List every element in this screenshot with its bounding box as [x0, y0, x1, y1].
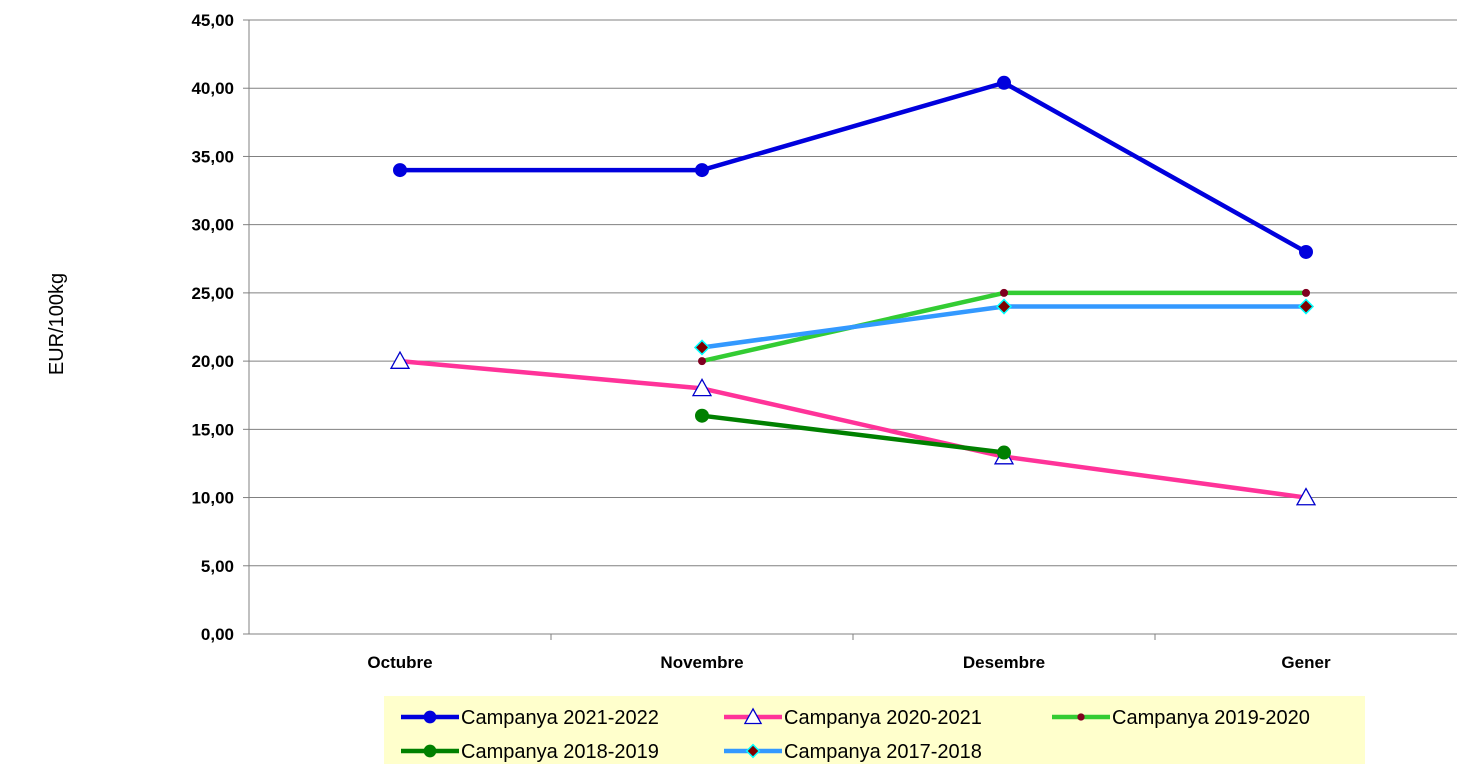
- x-tick-label: Gener: [1281, 653, 1331, 672]
- data-point: [1000, 288, 1008, 297]
- data-point: [389, 350, 411, 369]
- data-point: [743, 707, 763, 725]
- y-tick-label: 30,00: [191, 216, 234, 235]
- y-tick-label: 45,00: [191, 11, 234, 30]
- x-tick-label: Novembre: [660, 653, 743, 672]
- x-tick-label: Octubre: [367, 653, 432, 672]
- x-tick-label: Desembre: [963, 653, 1045, 672]
- data-point: [695, 408, 709, 423]
- legend-label: Campanya 2019-2020: [1112, 707, 1310, 729]
- legend: Campanya 2021-2022 Campanya 2020-2021 Camp…: [384, 696, 1365, 764]
- data-point: [997, 75, 1011, 90]
- y-tick-label: 20,00: [191, 352, 234, 371]
- y-axis-title: EUR/100kg: [46, 273, 68, 375]
- data-point: [691, 378, 713, 397]
- series-lines: [399, 80, 1308, 500]
- y-tick-labels: 0,00 5,00 10,00 15,00 20,00 25,00 30,00 35,00 40…: [191, 11, 234, 644]
- data-point: [423, 710, 437, 724]
- axes: [243, 19, 1457, 640]
- legend-background: [384, 696, 1365, 764]
- y-tick-label: 10,00: [191, 489, 234, 508]
- legend-label: Campanya 2021-2022: [461, 707, 659, 729]
- y-tick-label: 5,00: [201, 557, 234, 576]
- y-tick-label: 40,00: [191, 79, 234, 98]
- y-tick-label: 25,00: [191, 284, 234, 303]
- legend-label: Campanya 2018-2019: [461, 741, 659, 763]
- series-line: [701, 413, 1005, 455]
- gridlines: [249, 19, 1457, 567]
- data-point: [1299, 244, 1313, 259]
- x-tick-labels: Octubre Novembre Desembre Gener: [367, 653, 1331, 672]
- data-point: [393, 163, 407, 178]
- data-point: [698, 357, 706, 366]
- data-point: [1295, 487, 1317, 506]
- y-tick-label: 15,00: [191, 420, 234, 439]
- data-point: [693, 339, 711, 356]
- data-point: [997, 445, 1011, 460]
- data-point: [1302, 288, 1310, 297]
- data-point: [423, 744, 437, 758]
- data-point: [995, 298, 1013, 315]
- data-point: [745, 743, 761, 759]
- data-point: [1077, 713, 1085, 721]
- legend-label: Campanya 2017-2018: [784, 741, 982, 763]
- legend-label: Campanya 2020-2021: [784, 707, 982, 729]
- data-point: [695, 163, 709, 178]
- y-tick-label: 0,00: [201, 625, 234, 644]
- series-line: [399, 358, 1307, 500]
- data-point: [1297, 298, 1315, 315]
- series-line: [400, 80, 1308, 254]
- series-markers: [389, 75, 1317, 506]
- y-tick-label: 35,00: [191, 147, 234, 166]
